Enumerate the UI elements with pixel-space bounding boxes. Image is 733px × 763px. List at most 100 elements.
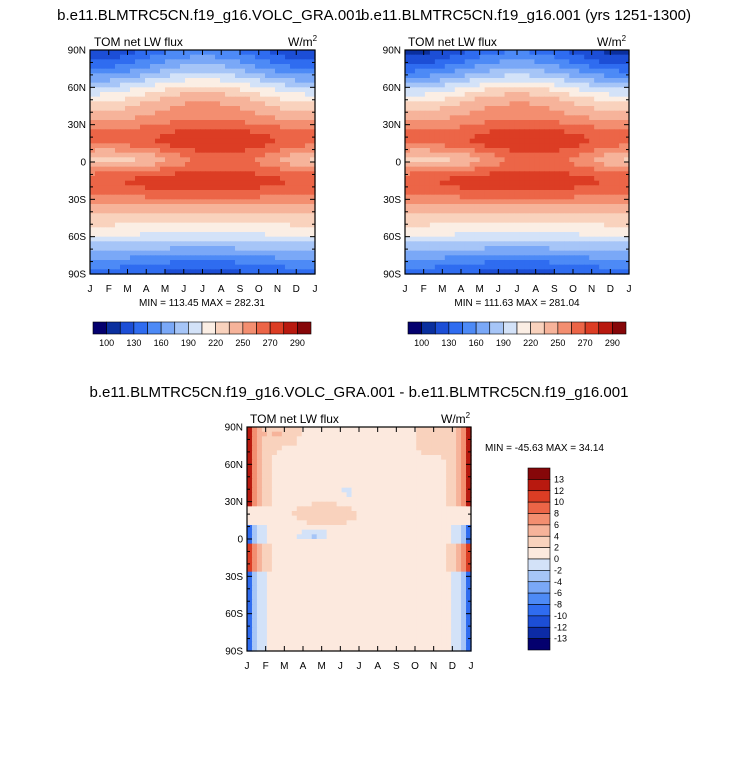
heatmap-cell xyxy=(235,260,241,266)
heatmap-cell xyxy=(265,120,271,126)
heatmap-cell xyxy=(376,441,382,447)
heatmap-cell xyxy=(494,222,501,228)
heatmap-cell xyxy=(609,50,615,56)
heatmap-cell xyxy=(210,269,216,275)
heatmap-cell xyxy=(459,199,466,205)
colorbar-label: 250 xyxy=(235,338,250,348)
heatmap-cell xyxy=(271,441,278,447)
heatmap-cell xyxy=(265,264,271,270)
heatmap-cell xyxy=(220,143,226,149)
heatmap-cell xyxy=(300,218,306,224)
heatmap-cell xyxy=(439,180,446,186)
heatmap-cell xyxy=(574,73,580,79)
heatmap-cell xyxy=(584,64,590,70)
heatmap-cell xyxy=(135,59,141,65)
heatmap-cell xyxy=(509,213,516,219)
heatmap-cell xyxy=(414,190,421,196)
heatmap-cell xyxy=(474,246,481,252)
heatmap-cell xyxy=(185,78,191,84)
heatmap-cell xyxy=(569,82,575,88)
heatmap-cell xyxy=(245,250,251,256)
heatmap-cell xyxy=(544,82,550,88)
heatmap-cell xyxy=(509,120,516,126)
heatmap-cell xyxy=(290,124,296,130)
heatmap-cell xyxy=(464,255,471,261)
heatmap-cell xyxy=(509,255,516,261)
heatmap-cell xyxy=(599,50,605,56)
heatmap-cell xyxy=(285,115,291,121)
heatmap-cell xyxy=(599,185,605,191)
heatmap-cell xyxy=(479,152,486,158)
heatmap-cell xyxy=(145,180,151,186)
heatmap-cell xyxy=(405,260,411,266)
heatmap-cell xyxy=(276,464,283,470)
heatmap-cell xyxy=(604,232,610,238)
heatmap-cell xyxy=(514,241,521,247)
heatmap-cell xyxy=(509,180,516,186)
heatmap-cell xyxy=(474,143,481,149)
heatmap-cell xyxy=(255,208,261,214)
heatmap-cell xyxy=(210,208,216,214)
heatmap-cell xyxy=(165,176,171,182)
heatmap-cell xyxy=(361,455,368,461)
heatmap-cell xyxy=(230,59,236,65)
heatmap-cell xyxy=(424,115,431,121)
heatmap-cell xyxy=(544,166,550,172)
heatmap-cell xyxy=(195,64,201,70)
heatmap-cell xyxy=(95,260,101,266)
heatmap-cell xyxy=(579,255,585,261)
heatmap-cell xyxy=(559,190,565,196)
heatmap-cell xyxy=(150,54,156,60)
heatmap-cell xyxy=(619,110,625,116)
heatmap-cell xyxy=(579,250,585,256)
heatmap-cell xyxy=(110,64,116,70)
heatmap-cell xyxy=(524,54,531,60)
heatmap-cell xyxy=(494,199,501,205)
heatmap-cell xyxy=(95,218,101,224)
heatmap-cell xyxy=(544,78,550,84)
heatmap-cell xyxy=(366,427,373,433)
heatmap-cell xyxy=(145,152,151,158)
heatmap-cell xyxy=(454,199,461,205)
heatmap-cell xyxy=(609,236,615,242)
heatmap-cell xyxy=(125,148,131,154)
heatmap-cell xyxy=(130,64,136,70)
panel-2-units: W/m2 xyxy=(597,34,627,49)
heatmap-cell xyxy=(135,101,141,107)
heatmap-cell xyxy=(285,87,291,93)
heatmap-cell xyxy=(539,138,545,144)
heatmap-cell xyxy=(95,129,101,135)
heatmap-cell xyxy=(419,54,426,60)
heatmap-cell xyxy=(594,227,600,233)
heatmap-cell xyxy=(190,157,196,163)
heatmap-cell xyxy=(285,101,291,107)
heatmap-cell xyxy=(609,134,615,140)
heatmap-cell xyxy=(534,143,540,149)
heatmap-cell xyxy=(564,185,570,191)
heatmap-cell xyxy=(296,436,303,442)
heatmap-cell xyxy=(185,110,191,116)
heatmap-cell xyxy=(130,208,136,214)
heatmap-cell xyxy=(594,250,600,256)
heatmap-cell xyxy=(170,106,176,112)
heatmap-cell xyxy=(95,264,101,270)
heatmap-cell xyxy=(220,227,226,233)
heatmap-cell xyxy=(409,87,416,93)
heatmap-cell xyxy=(519,176,526,182)
colorbar-swatch xyxy=(407,321,422,335)
panel-3: b.e11.BLMTRC5CN.f19_g16.VOLC_GRA.001 - b… xyxy=(90,384,629,672)
heatmap-cell xyxy=(564,59,570,65)
heatmap-cell xyxy=(424,232,431,238)
heatmap-cell xyxy=(220,73,226,79)
heatmap-cell xyxy=(95,54,101,60)
heatmap-cell xyxy=(210,68,216,74)
heatmap-cell xyxy=(504,194,511,200)
heatmap-cell xyxy=(439,185,446,191)
heatmap-cell xyxy=(564,204,570,210)
colorbar-label: 220 xyxy=(208,338,223,348)
heatmap-cell xyxy=(594,232,600,238)
heatmap-cell xyxy=(454,194,461,200)
heatmap-cell xyxy=(564,50,570,56)
heatmap-cell xyxy=(484,255,491,261)
heatmap-cell xyxy=(175,143,181,149)
